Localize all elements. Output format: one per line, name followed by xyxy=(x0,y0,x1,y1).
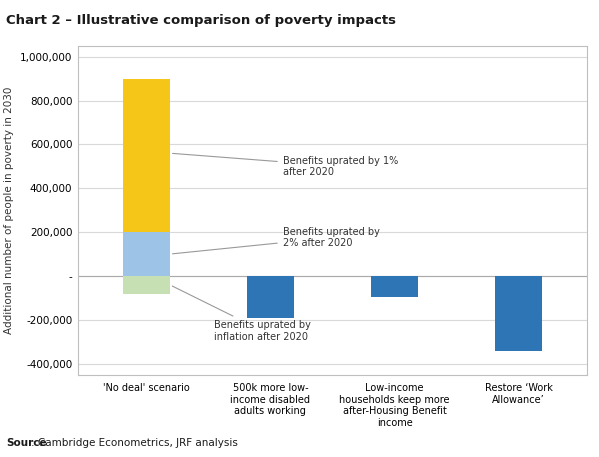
Y-axis label: Additional number of people in poverty in 2030: Additional number of people in poverty i… xyxy=(4,86,14,334)
Bar xyxy=(247,276,294,318)
Text: Benefits uprated by 1%
after 2020: Benefits uprated by 1% after 2020 xyxy=(173,154,398,177)
Bar xyxy=(123,232,170,276)
Text: Benefits uprated by
2% after 2020: Benefits uprated by 2% after 2020 xyxy=(173,227,380,254)
Text: Chart 2 – Illustrative comparison of poverty impacts: Chart 2 – Illustrative comparison of pov… xyxy=(6,14,396,27)
Bar xyxy=(495,276,542,351)
Bar xyxy=(371,276,418,297)
Bar xyxy=(123,276,170,293)
Bar xyxy=(123,79,170,232)
Text: Source: Source xyxy=(6,438,47,448)
Text: : Cambridge Econometrics, JRF analysis: : Cambridge Econometrics, JRF analysis xyxy=(31,438,238,448)
Text: Benefits uprated by
inflation after 2020: Benefits uprated by inflation after 2020 xyxy=(173,286,311,342)
